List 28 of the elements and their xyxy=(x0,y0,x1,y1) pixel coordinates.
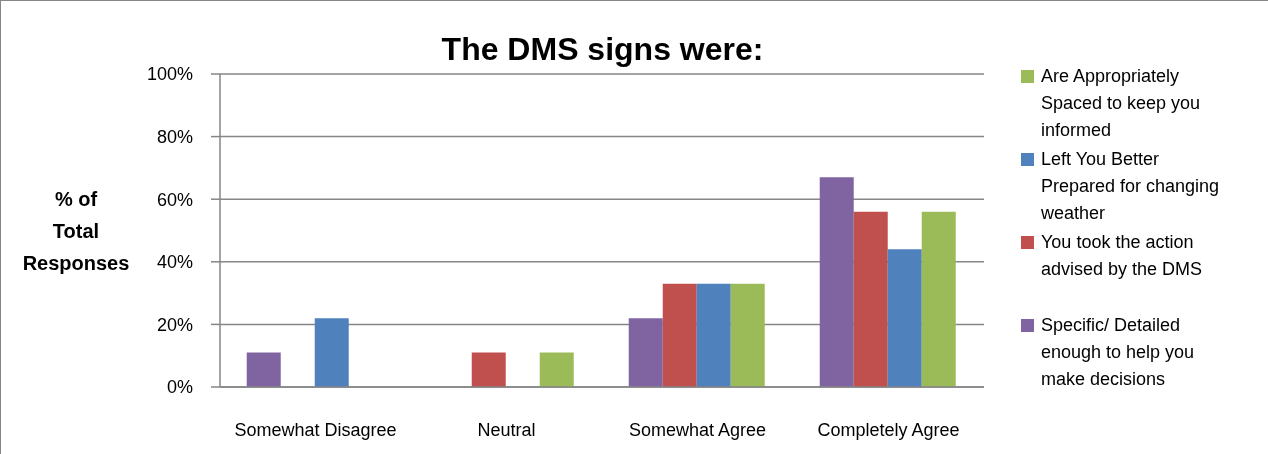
bar xyxy=(853,211,888,387)
bar xyxy=(819,177,854,387)
legend-label: Left You Better Prepared for changing weather xyxy=(1041,148,1221,225)
bar xyxy=(662,283,697,387)
bar xyxy=(696,283,731,387)
chart-title: The DMS signs were: xyxy=(440,30,765,69)
y-tick-label: 80% xyxy=(156,126,193,147)
bar xyxy=(628,318,663,387)
y-axis-title: % of Total Responses xyxy=(22,187,130,274)
legend-label: You took the action advised by the DMS xyxy=(1041,231,1204,281)
legend-label: Are Appropriately Spaced to keep you informed xyxy=(1041,65,1202,142)
bar xyxy=(246,352,281,387)
x-tick-label: Completely Agree xyxy=(817,419,960,440)
y-tick-label: 40% xyxy=(156,252,193,273)
bar xyxy=(887,249,922,387)
y-tick-label: 20% xyxy=(156,314,193,335)
bar xyxy=(314,318,349,387)
bar xyxy=(730,283,765,387)
x-tick-label: Somewhat Agree xyxy=(628,419,767,440)
x-tick-label: Neutral xyxy=(477,419,536,440)
legend-label: Specific/ Detailed enough to help you make decisions xyxy=(1041,314,1196,391)
x-tick-label: Somewhat Disagree xyxy=(234,419,397,440)
y-tick-label: 0% xyxy=(166,377,193,398)
bar xyxy=(471,352,506,387)
bar xyxy=(539,352,574,387)
bar xyxy=(921,211,956,387)
y-tick-label: 60% xyxy=(156,189,193,210)
y-tick-label: 100% xyxy=(146,64,193,85)
